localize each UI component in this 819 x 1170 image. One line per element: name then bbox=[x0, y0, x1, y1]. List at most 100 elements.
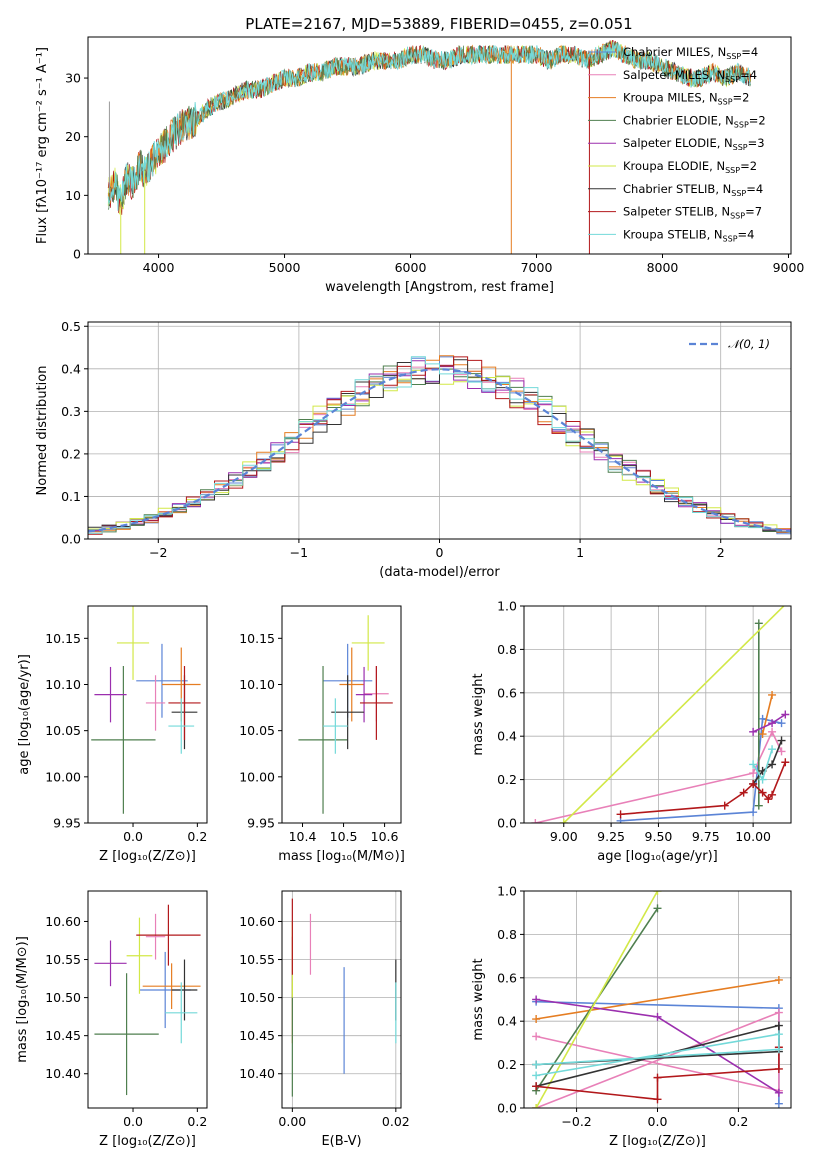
weight-marker bbox=[774, 975, 783, 984]
weight-marker bbox=[777, 719, 786, 728]
weight-marker bbox=[768, 745, 777, 754]
x-tick-label: 0 bbox=[436, 545, 444, 560]
x-tick-label: 0.2 bbox=[187, 1114, 207, 1129]
x-axis-label: mass [log₁₀(M/M⊙)] bbox=[278, 849, 405, 864]
x-tick-label: 10.6 bbox=[371, 829, 399, 844]
axes-frame bbox=[523, 605, 792, 824]
plot-area bbox=[532, 891, 783, 1108]
plot-area bbox=[298, 615, 393, 814]
x-tick-label: 0.2 bbox=[728, 1114, 748, 1129]
y-tick-label: 0.6 bbox=[497, 685, 517, 700]
y-tick-label: 0.0 bbox=[61, 532, 81, 547]
x-axis-label: Z [log₁₀(Z/Z⊙)] bbox=[99, 1134, 196, 1149]
weight-marker bbox=[774, 1088, 783, 1097]
y-axis-label: mass weight bbox=[471, 673, 486, 755]
weight-marker bbox=[532, 995, 541, 1004]
weight-marker bbox=[616, 810, 625, 819]
axes-frame bbox=[523, 890, 792, 1109]
y-tick-label: 10.55 bbox=[239, 952, 275, 967]
y-tick-label: 0.4 bbox=[497, 1014, 517, 1029]
y-tick-label: 10.40 bbox=[239, 1066, 275, 1081]
x-tick-label: 9.75 bbox=[692, 829, 720, 844]
plot-area bbox=[291, 898, 397, 1097]
plot-area bbox=[91, 606, 201, 814]
axes-weight_vs_Z: −0.2 0.0 0.2 0.0 0.2 0.4 0.6 0.8 1.0 Z [log₁₀(Z/Z… bbox=[471, 884, 792, 1149]
weight-marker bbox=[758, 730, 767, 739]
y-tick-label: 10 bbox=[65, 188, 81, 203]
axes-age_vs_Z: 0.0 0.2 9.95 10.00 10.05 10.10 10.15 Z [log₁₀(Z… bbox=[17, 605, 208, 864]
axes-mass_vs_EBV: 0.00 0.02 10.40 10.45 10.50 10.55 10.60 E(B-V) bbox=[239, 890, 410, 1149]
x-axis-label: wavelength [Angstrom, rest frame] bbox=[325, 280, 554, 295]
x-tick-label: −1 bbox=[290, 545, 308, 560]
y-tick-label: 10.10 bbox=[239, 677, 275, 692]
y-tick-label: 10.40 bbox=[45, 1066, 81, 1081]
plot-area bbox=[531, 591, 799, 823]
weight-marker bbox=[791, 591, 799, 599]
y-axis-label: Normed distribution bbox=[35, 366, 50, 496]
weight-marker bbox=[749, 769, 758, 778]
weight-marker bbox=[653, 1095, 662, 1104]
axes-frame bbox=[87, 605, 208, 824]
weight-marker bbox=[653, 904, 662, 913]
y-tick-label: 0.0 bbox=[497, 816, 517, 831]
weight-marker bbox=[559, 819, 568, 823]
y-tick-label: 9.95 bbox=[247, 816, 275, 831]
y-tick-label: 10.50 bbox=[45, 990, 81, 1005]
normal-curve bbox=[88, 368, 791, 533]
x-tick-label: 0.02 bbox=[382, 1114, 410, 1129]
y-axis-label: mass weight bbox=[471, 958, 486, 1040]
weight-marker bbox=[754, 619, 763, 628]
legend-label: Chabrier STELIB, NSSP=4 bbox=[623, 182, 763, 198]
weight-marker bbox=[653, 1073, 662, 1082]
weight-marker bbox=[720, 801, 729, 810]
weight-marker bbox=[531, 819, 540, 823]
spectrum-line bbox=[107, 41, 751, 211]
x-tick-label: 2 bbox=[717, 545, 725, 560]
weight-marker bbox=[774, 1045, 783, 1054]
spectrum-legend: Chabrier MILES, NSSP=4 Salpeter MILES, NS… bbox=[588, 45, 766, 243]
weight-line bbox=[535, 891, 659, 1108]
y-tick-label: 1.0 bbox=[497, 599, 517, 614]
weight-marker bbox=[758, 714, 767, 723]
y-axis-label: age [log₁₀(age/yr)] bbox=[17, 654, 32, 775]
weight-marker bbox=[532, 1071, 541, 1080]
axes-weight_vs_age: 9.00 9.25 9.50 9.75 10.00 0.0 0.2 0.4 0.6 0.8 1.0 a… bbox=[471, 591, 799, 864]
plot-area bbox=[107, 40, 752, 254]
weight-marker bbox=[781, 710, 790, 719]
weight-marker bbox=[532, 1082, 541, 1091]
y-tick-label: 10.60 bbox=[239, 914, 275, 929]
y-tick-label: 0.8 bbox=[497, 642, 517, 657]
y-tick-label: 10.00 bbox=[45, 769, 81, 784]
y-tick-label: 0.2 bbox=[61, 446, 81, 461]
x-tick-label: 0.0 bbox=[123, 829, 143, 844]
axes-frame bbox=[281, 890, 402, 1109]
weight-marker bbox=[758, 788, 767, 797]
weight-line bbox=[620, 761, 787, 816]
x-tick-label: 10.5 bbox=[330, 829, 358, 844]
x-tick-label: 9.25 bbox=[597, 829, 625, 844]
weight-marker bbox=[749, 808, 758, 817]
y-tick-label: 0.8 bbox=[497, 927, 517, 942]
weight-marker bbox=[768, 690, 777, 699]
y-tick-label: 0.6 bbox=[497, 970, 517, 985]
legend-label: Salpeter MILES, NSSP=4 bbox=[623, 68, 757, 84]
page-title: PLATE=2167, MJD=53889, FIBERID=0455, z=0… bbox=[245, 15, 632, 33]
weight-line bbox=[563, 606, 785, 823]
x-tick-label: 9000 bbox=[773, 260, 805, 275]
x-tick-label: 10.00 bbox=[735, 829, 771, 844]
weight-marker bbox=[777, 747, 786, 756]
x-axis-label: Z [log₁₀(Z/Z⊙)] bbox=[609, 1134, 706, 1149]
weight-line bbox=[761, 694, 773, 735]
y-tick-label: 9.95 bbox=[53, 816, 81, 831]
weight-marker bbox=[768, 760, 777, 769]
x-tick-label: 8000 bbox=[647, 260, 679, 275]
legend-label: Salpeter STELIB, NSSP=7 bbox=[623, 205, 762, 221]
x-tick-label: 9.50 bbox=[645, 829, 673, 844]
axes-frame bbox=[87, 321, 792, 540]
y-tick-label: 10.50 bbox=[239, 990, 275, 1005]
plot-area bbox=[94, 904, 201, 1096]
y-tick-label: 10.00 bbox=[239, 769, 275, 784]
weight-marker bbox=[749, 727, 758, 736]
plot-area bbox=[88, 355, 791, 537]
histogram-step bbox=[88, 359, 791, 537]
